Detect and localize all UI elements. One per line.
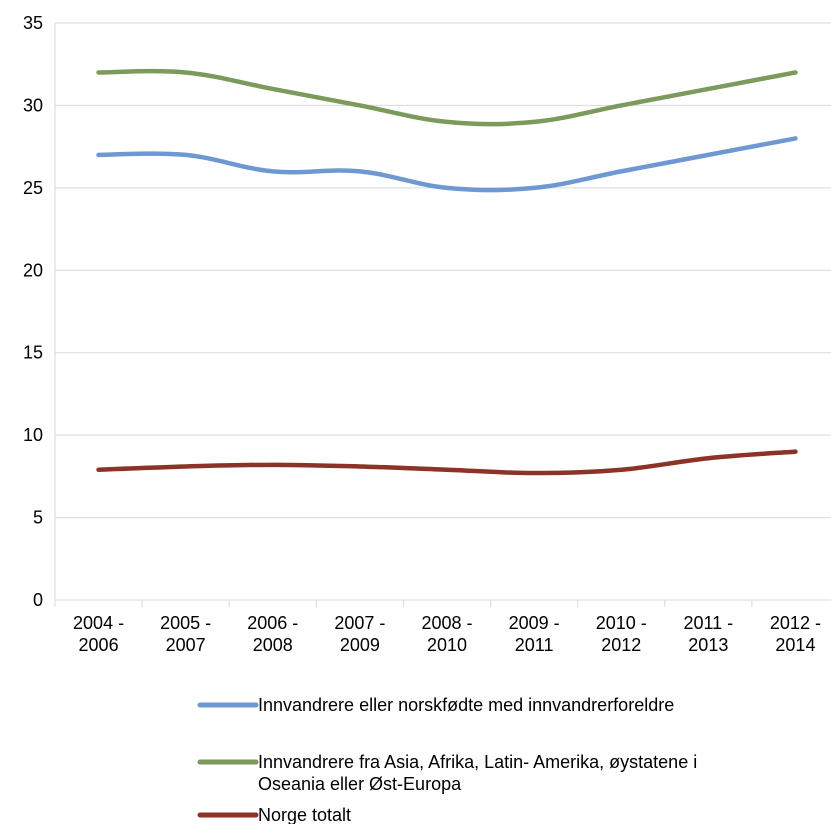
gridlines [55,22,831,519]
y-tick-label: 0 [33,590,43,610]
y-tick-label: 35 [23,13,43,33]
y-tick-label: 15 [23,343,43,363]
y-tick-label: 30 [23,95,43,115]
y-tick-label: 10 [23,425,43,445]
series-line-1 [96,136,798,193]
legend: Innvandrere eller norskfødte med innvand… [197,695,697,824]
x-tick-label: 2006 -2008 [247,613,298,655]
x-tick-label: 2007 -2009 [334,613,385,655]
x-tick-label: 2012 -2014 [770,613,821,655]
series-lines [96,68,798,476]
y-tick-label: 20 [23,260,43,280]
x-tick-label: 2008 -2010 [421,613,472,655]
y-tick-label: 25 [23,178,43,198]
axes: 0 5 10 15 20 25 30 35 2004 -2006 2005 -2007 2006 -… [23,13,831,655]
legend-label-3: Norge totalt [258,805,351,824]
x-tick-label: 2009 -2011 [509,613,560,655]
x-tick-label: 2010 -2012 [596,613,647,655]
series-line-2 [96,68,798,127]
x-tick-label: 2005 -2007 [160,613,211,655]
legend-label-1: Innvandrere eller norskfødte med innvand… [258,695,674,715]
y-tick-label: 5 [33,508,43,528]
x-tick-label: 2011 -2013 [683,613,733,655]
x-tick-label: 2004 -2006 [73,613,124,655]
legend-label-2: Innvandrere fra Asia, Afrika, Latin- Ame… [258,752,697,794]
